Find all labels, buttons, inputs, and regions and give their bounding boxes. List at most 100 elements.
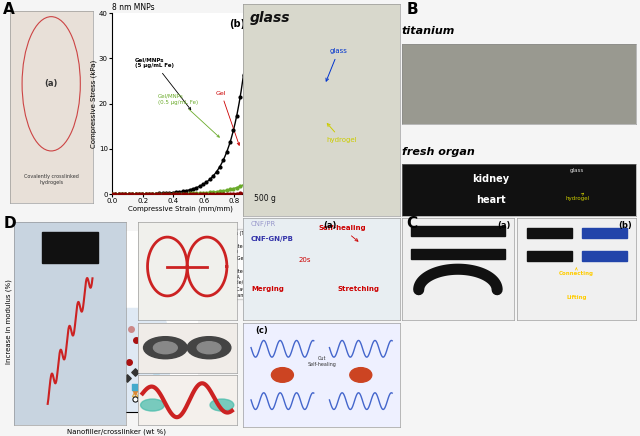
- Text: Merging: Merging: [251, 286, 284, 292]
- Text: Reported Data: Reported Data: [156, 382, 196, 387]
- Point: [205, 189, 215, 196]
- Text: CNF-GN/PB: CNF-GN/PB: [251, 236, 294, 242]
- Text: 8 nm MNPs: 8 nm MNPs: [112, 3, 155, 12]
- Point: [171, 189, 181, 196]
- Point: [150, 191, 161, 198]
- Text: A: A: [3, 2, 15, 17]
- Point: [147, 190, 157, 197]
- Point: [131, 191, 141, 198]
- Point: [120, 191, 131, 198]
- Legend: Gel/MNPs (This study), Gel/CNTs, Gel/Silicates, Gel/nHAp, Gelatin+Genipin, Gel/P: Gel/MNPs (This study), Gel/CNTs, Gel/Sil…: [204, 229, 270, 300]
- Text: Cut
Self-healing: Cut Self-healing: [307, 356, 336, 367]
- Circle shape: [143, 337, 188, 359]
- Point: [171, 190, 181, 197]
- Point: [141, 191, 151, 198]
- Point: [134, 191, 144, 198]
- X-axis label: Compressive Strain (mm/mm): Compressive Strain (mm/mm): [129, 206, 233, 212]
- Circle shape: [197, 342, 221, 354]
- Point: [150, 384, 161, 391]
- Point: [150, 395, 161, 402]
- Point: [164, 189, 175, 196]
- Point: [107, 191, 117, 198]
- Point: [117, 191, 127, 198]
- Point: [221, 190, 232, 197]
- Point: [124, 358, 134, 365]
- Text: (b): (b): [618, 221, 632, 230]
- Point: [164, 392, 175, 399]
- Point: [225, 139, 235, 146]
- Point: [150, 364, 161, 371]
- Point: [150, 190, 161, 197]
- Point: [134, 191, 144, 198]
- Point: [191, 384, 202, 391]
- Point: [130, 384, 140, 391]
- Text: glass: glass: [250, 11, 290, 25]
- Point: [124, 191, 134, 198]
- Point: [181, 191, 191, 198]
- Point: [150, 395, 161, 402]
- Point: [195, 190, 205, 197]
- Point: [238, 181, 248, 188]
- Point: [221, 149, 232, 156]
- Point: [178, 188, 188, 195]
- Point: [38, 274, 49, 281]
- Point: [138, 378, 148, 385]
- Point: [211, 191, 221, 198]
- Point: [191, 184, 202, 191]
- Text: hydrogel: hydrogel: [566, 193, 589, 201]
- Point: [145, 382, 155, 389]
- Point: [150, 191, 161, 198]
- Text: C: C: [406, 216, 417, 231]
- Point: [178, 190, 188, 197]
- Text: This
study: This study: [48, 256, 71, 269]
- Point: [161, 190, 171, 197]
- Point: [131, 336, 141, 343]
- Point: [211, 168, 221, 175]
- Point: [127, 191, 138, 198]
- Point: [120, 191, 131, 198]
- Point: [208, 173, 218, 180]
- Point: [235, 190, 245, 197]
- Point: [205, 191, 215, 198]
- Point: [195, 183, 205, 190]
- Point: [188, 190, 198, 197]
- Point: [218, 190, 228, 197]
- Point: [127, 191, 138, 198]
- Point: [188, 185, 198, 192]
- Point: [232, 112, 242, 119]
- Point: [198, 191, 208, 198]
- Point: [171, 389, 181, 396]
- Text: Self-healing: Self-healing: [319, 225, 366, 241]
- Point: [122, 374, 132, 381]
- Text: titanium: titanium: [402, 26, 455, 35]
- Point: [107, 191, 117, 198]
- Bar: [527, 228, 572, 238]
- Point: [171, 343, 181, 350]
- Point: [171, 389, 181, 396]
- Point: [164, 191, 175, 198]
- Point: [228, 185, 239, 192]
- Point: [144, 191, 154, 198]
- Point: [109, 395, 120, 402]
- Point: [161, 191, 171, 198]
- Text: Gel/MNPs
(5 μg/mL Fe): Gel/MNPs (5 μg/mL Fe): [135, 58, 191, 110]
- Point: [144, 190, 154, 197]
- Point: [174, 188, 184, 195]
- Point: [157, 191, 168, 198]
- Text: B: B: [406, 2, 418, 17]
- Circle shape: [154, 342, 177, 354]
- Point: [178, 191, 188, 198]
- Text: hydrogel: hydrogel: [326, 123, 357, 143]
- Point: [127, 191, 138, 198]
- Y-axis label: Compressive Stress (kPa): Compressive Stress (kPa): [91, 59, 97, 148]
- Point: [130, 389, 140, 396]
- Point: [228, 127, 239, 134]
- Point: [191, 191, 202, 198]
- Point: [215, 188, 225, 195]
- Point: [235, 183, 245, 190]
- Point: [235, 94, 245, 101]
- Point: [202, 191, 212, 198]
- Point: [141, 191, 151, 198]
- Point: [147, 191, 157, 198]
- Point: [131, 191, 141, 198]
